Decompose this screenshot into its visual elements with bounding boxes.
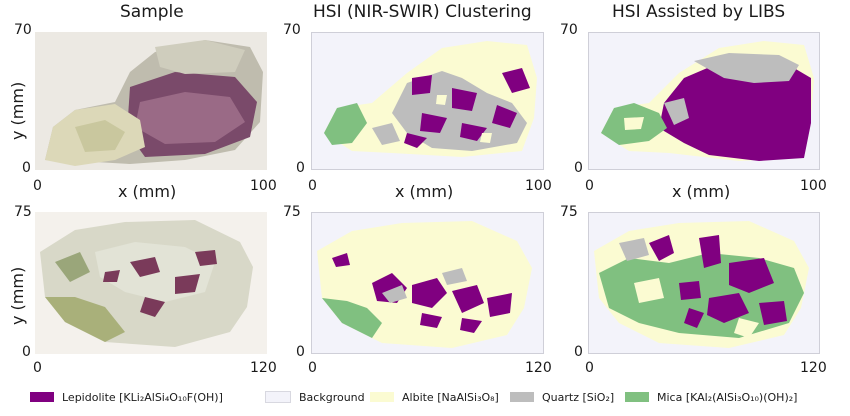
libs-map-1	[588, 32, 820, 170]
title-hsi-libs: HSI Assisted by LIBS	[612, 2, 786, 22]
row2-photo-xtick-max: 120	[250, 360, 277, 376]
row1-libs-ytick-min: 0	[574, 160, 583, 176]
row2-photo-ytick-max: 75	[14, 204, 32, 220]
hsi-map-2-drawing	[317, 221, 532, 348]
row2-hsi-xtick-max: 120	[525, 360, 552, 376]
libs-map-1-drawing	[601, 41, 814, 161]
legend-item-albite: Albite [NaAlSi₃O₈]	[370, 386, 499, 408]
row1-hsi-xlabel: x (mm)	[395, 182, 454, 201]
libs-map-2	[588, 212, 820, 354]
legend-item-mica: Mica [KAl₂(AlSi₃O₁₀)(OH)₂]	[625, 386, 797, 408]
sample-photo-2-drawing	[35, 212, 267, 354]
hsi-map-2	[311, 212, 544, 354]
row1-hsi-xtick-max: 100	[525, 178, 552, 194]
row1-hsi-ytick-max: 70	[283, 22, 301, 38]
legend-label-quartz: Quartz [SiO₂]	[542, 390, 615, 404]
row2-photo-ytick-min: 0	[22, 344, 31, 360]
legend-item-background: Background	[265, 386, 365, 408]
legend-swatch-mica	[625, 392, 649, 402]
sample-photo-2	[35, 212, 267, 354]
row1-libs-xtick-min: 0	[585, 178, 594, 194]
row2-libs-ytick-max: 75	[560, 204, 578, 220]
row1-photo-xtick-min: 0	[33, 178, 42, 194]
row2-libs-ytick-min: 0	[574, 344, 583, 360]
row1-photo-ytick-min: 0	[22, 160, 31, 176]
legend-swatch-background	[265, 391, 291, 403]
sample-photo-1	[35, 32, 267, 170]
row2-libs-xtick-min: 0	[585, 360, 594, 376]
legend-swatch-lepidolite	[30, 392, 54, 402]
row1-photo-ytick-max: 70	[14, 22, 32, 38]
legend: Lepidolite [KLi₂AlSi₄O₁₀F(OH)] Backgroun…	[10, 386, 845, 408]
row2-hsi-ytick-max: 75	[283, 204, 301, 220]
row1-libs-xtick-max: 100	[800, 178, 827, 194]
legend-swatch-albite	[370, 392, 394, 402]
legend-item-quartz: Quartz [SiO₂]	[510, 386, 614, 408]
row1-hsi-xtick-min: 0	[308, 178, 317, 194]
hsi-map-1-drawing	[324, 41, 537, 157]
row2-hsi-xtick-min: 0	[308, 360, 317, 376]
sample-photo-1-drawing	[35, 32, 267, 170]
row2-photo-ylabel: y (mm)	[8, 266, 27, 325]
row1-photo-ylabel: y (mm)	[8, 81, 27, 140]
legend-swatch-quartz	[510, 392, 534, 402]
row1-photo-xlabel: x (mm)	[118, 182, 177, 201]
row2-libs-xtick-max: 120	[800, 360, 827, 376]
row1-libs-ytick-max: 70	[560, 22, 578, 38]
legend-label-albite: Albite [NaAlSi₃O₈]	[402, 390, 499, 404]
legend-label-lepidolite: Lepidolite [KLi₂AlSi₄O₁₀F(OH)]	[62, 390, 223, 404]
legend-label-background: Background	[299, 390, 365, 404]
row2-photo-xtick-min: 0	[33, 360, 42, 376]
title-sample: Sample	[120, 2, 184, 22]
row1-photo-xtick-max: 100	[250, 178, 277, 194]
row1-libs-xlabel: x (mm)	[672, 182, 731, 201]
hsi-map-1	[311, 32, 544, 170]
title-hsi-clustering: HSI (NIR-SWIR) Clustering	[313, 2, 532, 22]
libs-map-2-drawing	[594, 221, 809, 348]
legend-label-mica: Mica [KAl₂(AlSi₃O₁₀)(OH)₂]	[657, 390, 798, 404]
row2-hsi-ytick-min: 0	[296, 344, 305, 360]
row1-hsi-ytick-min: 0	[296, 160, 305, 176]
legend-item-lepidolite: Lepidolite [KLi₂AlSi₄O₁₀F(OH)]	[30, 386, 223, 408]
